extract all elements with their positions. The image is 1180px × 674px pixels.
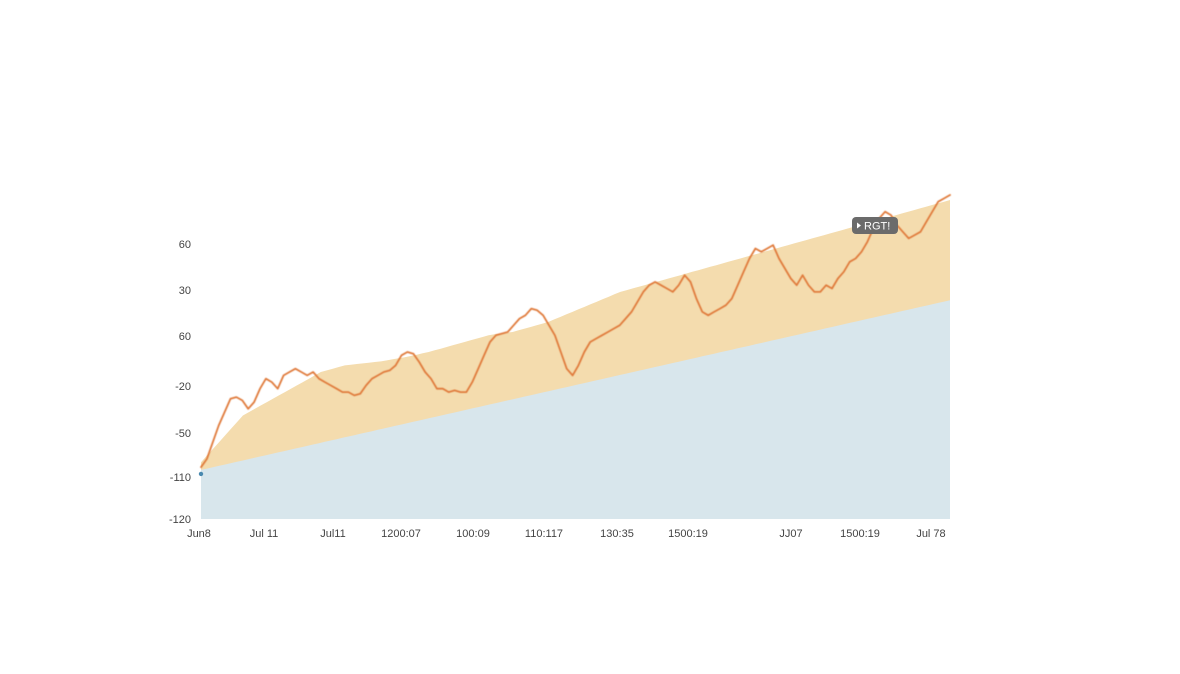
lower-area-series	[201, 300, 950, 519]
x-tick-label: Jul11	[320, 528, 345, 540]
plot-areas	[201, 200, 950, 519]
x-tick-label: 1500:19	[840, 528, 880, 540]
y-tick-label: 30	[179, 285, 191, 297]
x-tick-label: Jul 11	[250, 528, 279, 540]
x-tick-label: 130:35	[600, 528, 634, 540]
start-point-marker	[198, 471, 204, 477]
play-triangle-icon	[857, 222, 861, 229]
y-tick-label: -20	[175, 381, 191, 393]
x-tick-label: 1500:19	[668, 528, 708, 540]
annotations: RGT!	[852, 217, 898, 234]
x-tick-label: 1200:07	[381, 528, 421, 540]
x-tick-label: 110:117	[525, 528, 563, 540]
y-tick-label: -120	[169, 514, 191, 526]
x-tick-label: Jul 78	[916, 528, 945, 540]
annotation-label: RGT!	[864, 221, 890, 233]
y-axis: 60 30 60 -20 -50 -110 -120	[169, 239, 191, 526]
y-tick-label: 60	[179, 239, 191, 251]
line-series	[200, 194, 951, 469]
plot-line	[198, 194, 951, 477]
annotation-badge	[852, 217, 898, 234]
y-tick-label: 60	[179, 331, 191, 343]
y-tick-label: -50	[175, 428, 191, 440]
x-tick-label: 100:09	[456, 528, 490, 540]
x-tick-label: JJ07	[779, 528, 802, 540]
y-tick-label: -110	[170, 472, 191, 484]
x-tick-label: Jun8	[187, 528, 211, 540]
x-axis: Jun8 Jul 11 Jul11 1200:07 100:09 110:117 130:3…	[187, 528, 946, 540]
